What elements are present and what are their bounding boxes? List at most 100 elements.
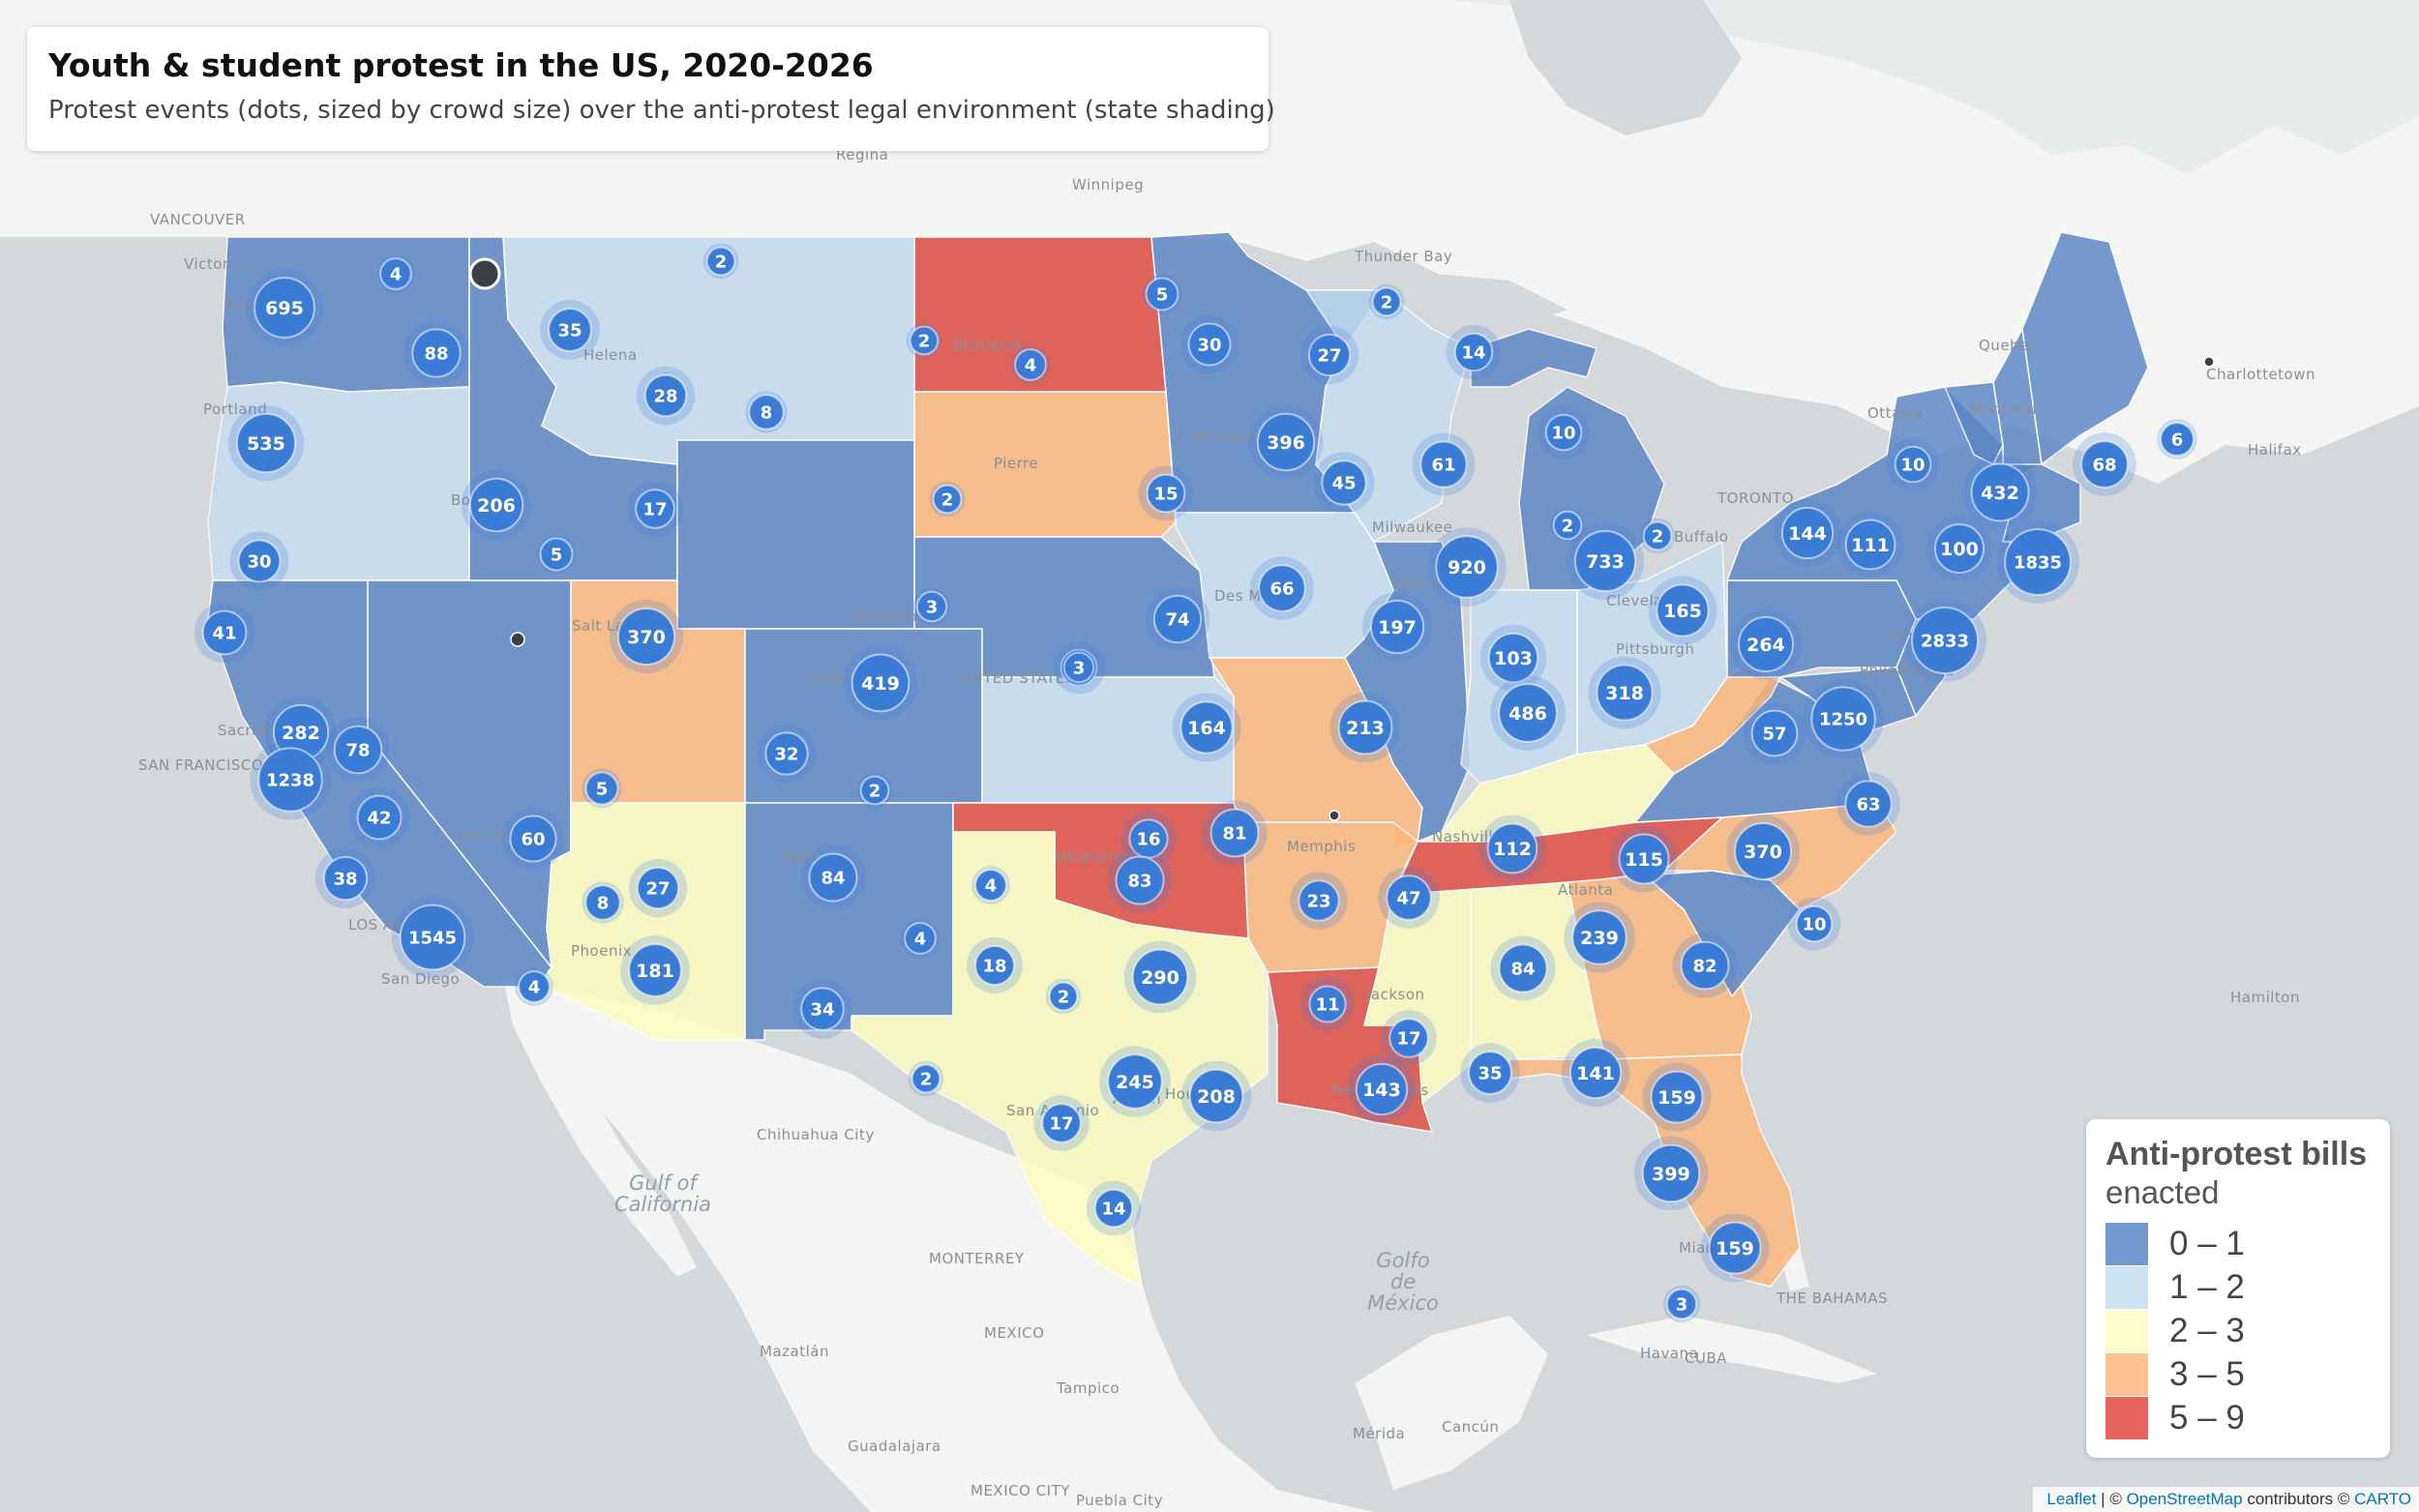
cluster-dot[interactable] [333, 725, 383, 775]
event-cluster[interactable]: 206 [461, 469, 532, 541]
cluster-dot[interactable] [1933, 522, 1986, 575]
cluster-dot[interactable] [911, 1063, 941, 1094]
event-cluster[interactable]: 30 [229, 531, 289, 591]
event-cluster[interactable]: 100 [1926, 515, 1993, 582]
event-cluster[interactable]: 1835 [1996, 520, 2079, 604]
cluster-dot[interactable] [584, 771, 619, 806]
event-cluster[interactable]: 213 [1329, 692, 1401, 763]
event-cluster[interactable]: 32 [757, 724, 817, 784]
event-cluster[interactable]: 5 [536, 534, 577, 575]
event-cluster[interactable]: 4 [971, 866, 1010, 904]
cluster-dot[interactable] [1145, 277, 1180, 311]
event-cluster[interactable]: 84 [1490, 935, 1556, 1001]
cluster-dot[interactable] [1371, 286, 1402, 317]
cluster-dot[interactable] [379, 257, 412, 290]
cluster-dot[interactable] [1487, 632, 1539, 684]
event-cluster[interactable]: 2 [1549, 507, 1586, 544]
cluster-dot[interactable] [748, 394, 785, 430]
protest-event-layer[interactable]: 6954885353041206517352288245302721439645… [194, 243, 2215, 1323]
cluster-dot[interactable] [1571, 909, 1628, 965]
event-cluster[interactable]: 115 [1610, 825, 1678, 893]
event-cluster[interactable]: 733 [1566, 521, 1645, 601]
cluster-dot[interactable] [705, 246, 736, 277]
event-cluster[interactable]: 78 [325, 717, 391, 783]
cluster-dot[interactable] [1642, 520, 1673, 551]
cluster-dot[interactable] [1210, 808, 1260, 858]
event-cluster[interactable]: 5 [582, 768, 622, 809]
event-cluster[interactable]: 10 [1787, 897, 1841, 951]
event-cluster[interactable]: 111 [1837, 511, 1904, 578]
cluster-dot[interactable] [808, 852, 858, 903]
cluster-dot[interactable] [518, 970, 551, 1003]
cluster-dot[interactable] [1618, 833, 1670, 885]
cluster-dot[interactable] [1734, 822, 1792, 880]
cluster-dot[interactable] [1596, 664, 1654, 722]
cluster-dot[interactable] [1321, 460, 1367, 506]
cluster-dot[interactable] [1708, 1221, 1762, 1275]
cluster-dot[interactable] [237, 539, 282, 583]
cluster-dot[interactable] [1180, 700, 1234, 755]
cluster-dot[interactable] [636, 866, 680, 910]
cluster-dot[interactable] [1498, 683, 1558, 743]
single-event-marker[interactable] [1329, 810, 1340, 821]
cluster-dot[interactable] [1386, 875, 1432, 921]
single-event-marker[interactable] [468, 257, 501, 290]
cluster-dot[interactable] [399, 904, 466, 971]
event-cluster[interactable]: 2 [929, 481, 966, 518]
cluster-dot[interactable] [1498, 943, 1548, 993]
event-cluster[interactable]: 57 [1743, 701, 1807, 765]
attribution-osm-link[interactable]: OpenStreetMap [2126, 1490, 2243, 1508]
cluster-dot[interactable] [1369, 599, 1425, 655]
event-cluster[interactable]: 38 [314, 847, 376, 909]
attribution-leaflet-link[interactable]: Leaflet [2046, 1490, 2097, 1508]
event-cluster[interactable]: 17 [1381, 1010, 1437, 1066]
cluster-dot[interactable] [1641, 1143, 1701, 1203]
event-cluster[interactable]: 2 [702, 243, 739, 280]
cluster-dot[interactable] [1844, 519, 1896, 571]
cluster-dot[interactable] [254, 277, 315, 339]
event-cluster[interactable]: 47 [1378, 867, 1440, 929]
cluster-dot[interactable] [1656, 583, 1710, 637]
cluster-dot[interactable] [1337, 699, 1393, 756]
cluster-dot[interactable] [1419, 440, 1468, 489]
event-cluster[interactable]: 18 [967, 937, 1023, 993]
event-cluster[interactable]: 30 [1180, 314, 1239, 374]
cluster-dot[interactable] [1062, 651, 1095, 684]
event-cluster[interactable]: 399 [1633, 1136, 1709, 1211]
event-cluster[interactable]: 84 [800, 845, 866, 910]
event-cluster[interactable]: 4 [515, 967, 553, 1006]
event-cluster[interactable]: 143 [1347, 1054, 1417, 1124]
cluster-dot[interactable] [1258, 564, 1306, 612]
event-cluster[interactable]: 2 [906, 322, 942, 359]
event-cluster[interactable]: 1250 [1803, 678, 1884, 759]
event-cluster[interactable]: 208 [1180, 1060, 1252, 1132]
cluster-dot[interactable] [257, 747, 323, 813]
event-cluster[interactable]: 103 [1479, 624, 1547, 692]
cluster-dot[interactable] [800, 987, 845, 1031]
event-cluster[interactable]: 10 [1886, 437, 1940, 491]
event-cluster[interactable]: 66 [1250, 556, 1314, 620]
cluster-dot[interactable] [1355, 1062, 1409, 1116]
cluster-dot[interactable] [1453, 332, 1494, 372]
cluster-dot[interactable] [643, 373, 688, 418]
event-cluster[interactable]: 370 [610, 600, 683, 673]
cluster-dot[interactable] [851, 653, 911, 713]
event-cluster[interactable]: 290 [1123, 940, 1197, 1014]
cluster-dot[interactable] [235, 412, 297, 474]
event-cluster[interactable]: 35 [1460, 1043, 1520, 1103]
event-cluster[interactable]: 245 [1099, 1046, 1171, 1117]
single-event-marker[interactable] [510, 632, 525, 647]
event-cluster[interactable]: 74 [1145, 586, 1210, 652]
cluster-dot[interactable] [1389, 1018, 1429, 1058]
cluster-dot[interactable] [859, 775, 890, 806]
attribution-carto-link[interactable]: CARTO [2354, 1490, 2411, 1508]
cluster-dot[interactable] [1146, 473, 1186, 514]
event-cluster[interactable]: 535 [227, 404, 305, 482]
event-cluster[interactable]: 28 [636, 366, 696, 426]
cluster-dot[interactable] [1844, 780, 1893, 828]
cluster-dot[interactable] [1131, 948, 1189, 1006]
cluster-dot[interactable] [1650, 1070, 1704, 1124]
event-cluster[interactable]: 8 [745, 391, 788, 433]
cluster-dot[interactable] [201, 609, 248, 656]
event-cluster[interactable]: 2 [1368, 283, 1405, 320]
